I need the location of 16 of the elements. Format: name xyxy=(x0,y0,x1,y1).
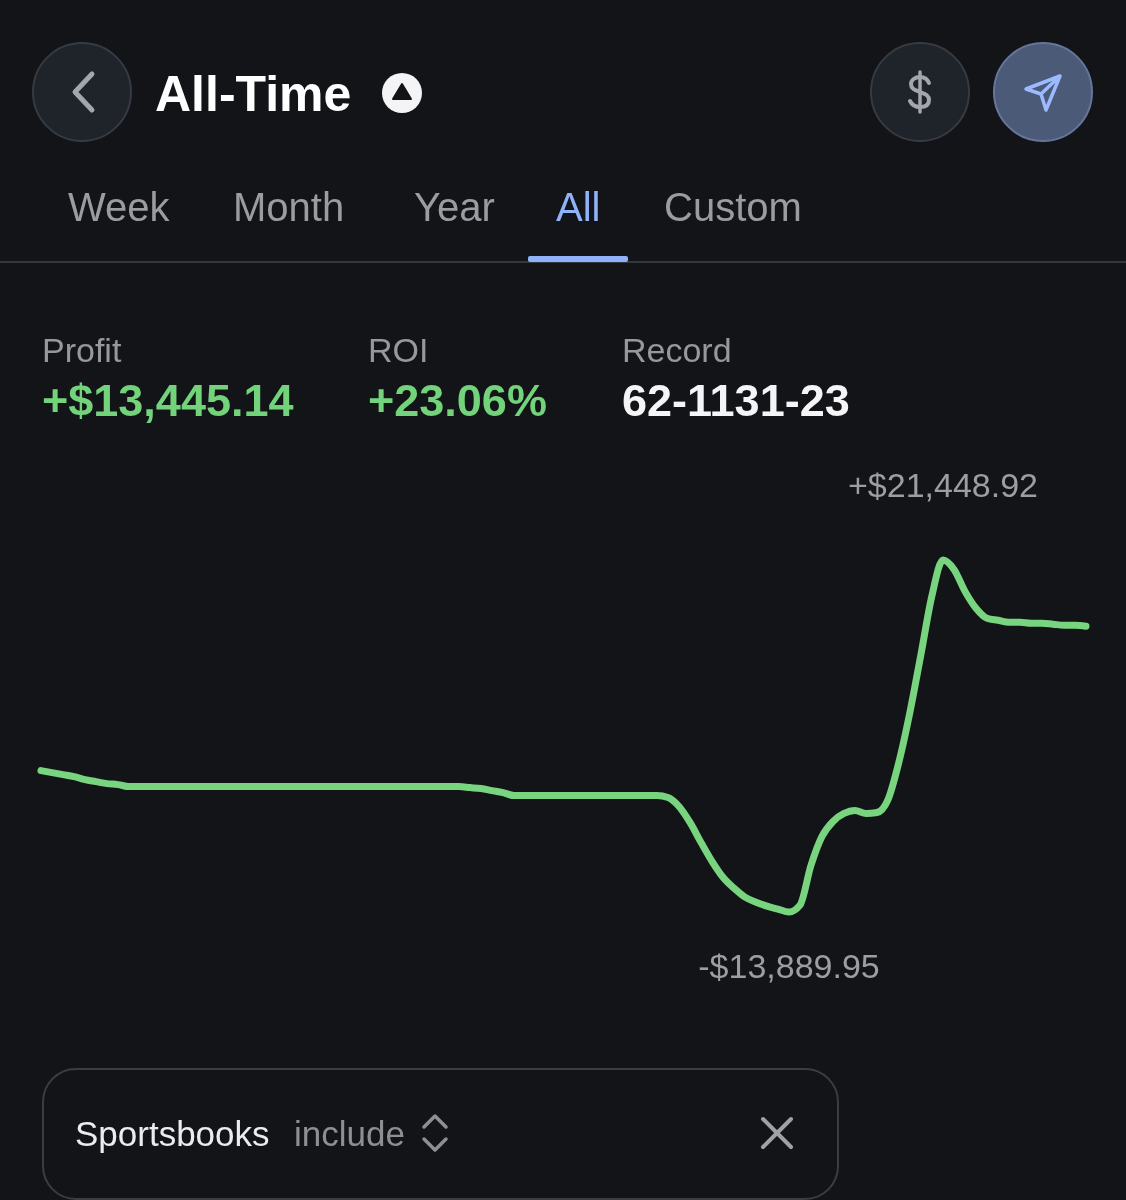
text: Record xyxy=(622,331,732,369)
text: All xyxy=(556,185,601,229)
text: Custom xyxy=(664,185,802,229)
text: ROI xyxy=(368,331,429,369)
text: include xyxy=(294,1113,405,1153)
text: Profit xyxy=(42,331,122,369)
text: +23.06% xyxy=(368,374,547,426)
text: Sportsbooks xyxy=(75,1113,270,1153)
text: 62-1131-23 xyxy=(622,374,850,426)
text: Week xyxy=(68,185,170,229)
data-label: +$21,448.92 xyxy=(847,466,1039,504)
text: Month xyxy=(233,185,345,229)
data-label: -$13,889.95 xyxy=(698,947,880,985)
text: +$13,445.14 xyxy=(42,374,294,426)
text: Year xyxy=(414,185,495,229)
chart-title: All-Time xyxy=(155,66,352,122)
